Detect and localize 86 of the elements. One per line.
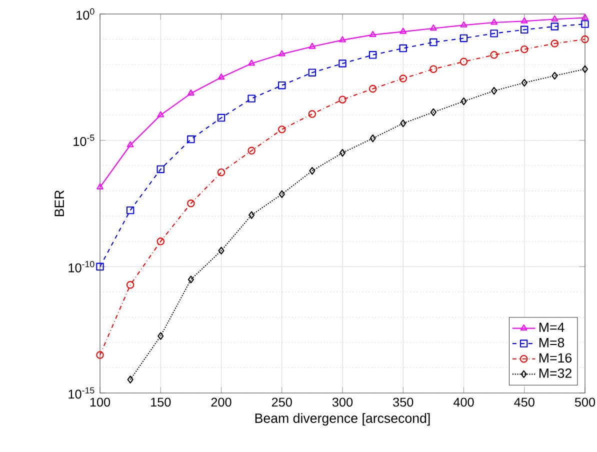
point [581,35,589,44]
point [582,65,588,73]
point [368,84,377,93]
point [370,134,376,142]
point [278,126,286,134]
point [248,60,255,66]
x-tick-label: 250 [272,398,292,407]
x-tick-label: 450 [514,398,534,407]
point [217,114,226,122]
x-tick-label: 350 [393,398,414,407]
point [399,44,407,52]
point [490,18,498,25]
point [430,108,436,116]
x-tick-label: 500 [574,398,596,407]
point [582,14,588,20]
point [188,90,194,96]
point [581,20,589,28]
point [308,42,316,49]
point [126,281,134,289]
point [96,183,104,190]
point [460,34,468,42]
point [278,190,285,198]
y-tick-label: 10$^{-10}$ [68,260,94,272]
point [520,17,528,24]
point [156,238,164,246]
point [278,50,286,56]
point [308,68,316,76]
point [521,78,528,87]
point [188,276,194,284]
point [550,40,559,48]
point [490,51,498,59]
x-tick-label: 200 [211,398,232,407]
point [520,26,528,34]
legend-label: M=16 [539,353,572,363]
point [308,110,316,118]
point [369,30,376,38]
point [400,28,407,34]
y-axis-title: BER [54,190,64,216]
point [218,74,225,80]
point [339,148,346,157]
point [338,60,346,68]
x-axis-title: Beam divergence [arcsecond] [255,413,430,426]
point [248,211,255,219]
point [399,74,407,82]
x-tick-label: 100 [90,398,110,407]
point [338,96,346,104]
point [278,81,286,90]
point [400,119,406,128]
point [430,38,438,46]
point [552,72,558,80]
point [127,376,134,384]
x-tick-label: 150 [151,398,171,407]
point [248,146,256,155]
y-tick-label: 10$^{0}$ [76,8,94,20]
point [126,206,134,214]
legend-label: M=8 [539,338,564,348]
point [158,332,164,340]
point [430,65,438,73]
point [157,111,164,118]
y-tick-label: 10$^{-5}$ [74,134,94,146]
point [520,45,528,54]
legend-label: M=32 [539,368,572,378]
legend-label: M=4 [539,322,564,332]
point [430,24,437,31]
point [217,168,226,176]
point [551,15,558,22]
point [460,58,468,66]
point [96,262,104,271]
point [309,166,316,175]
point [126,141,134,148]
point [460,97,467,106]
point [368,51,377,59]
point [550,22,559,30]
point [248,94,256,102]
point [156,165,164,174]
point [460,21,468,28]
point [490,30,498,38]
point [187,200,195,208]
y-tick-label: 10$^{-15}$ [68,387,94,399]
point [96,351,104,359]
x-tick-label: 400 [453,398,474,407]
x-tick-label: 300 [332,398,353,407]
point [187,135,195,144]
point [218,246,224,255]
point [339,36,346,42]
point [491,86,498,95]
